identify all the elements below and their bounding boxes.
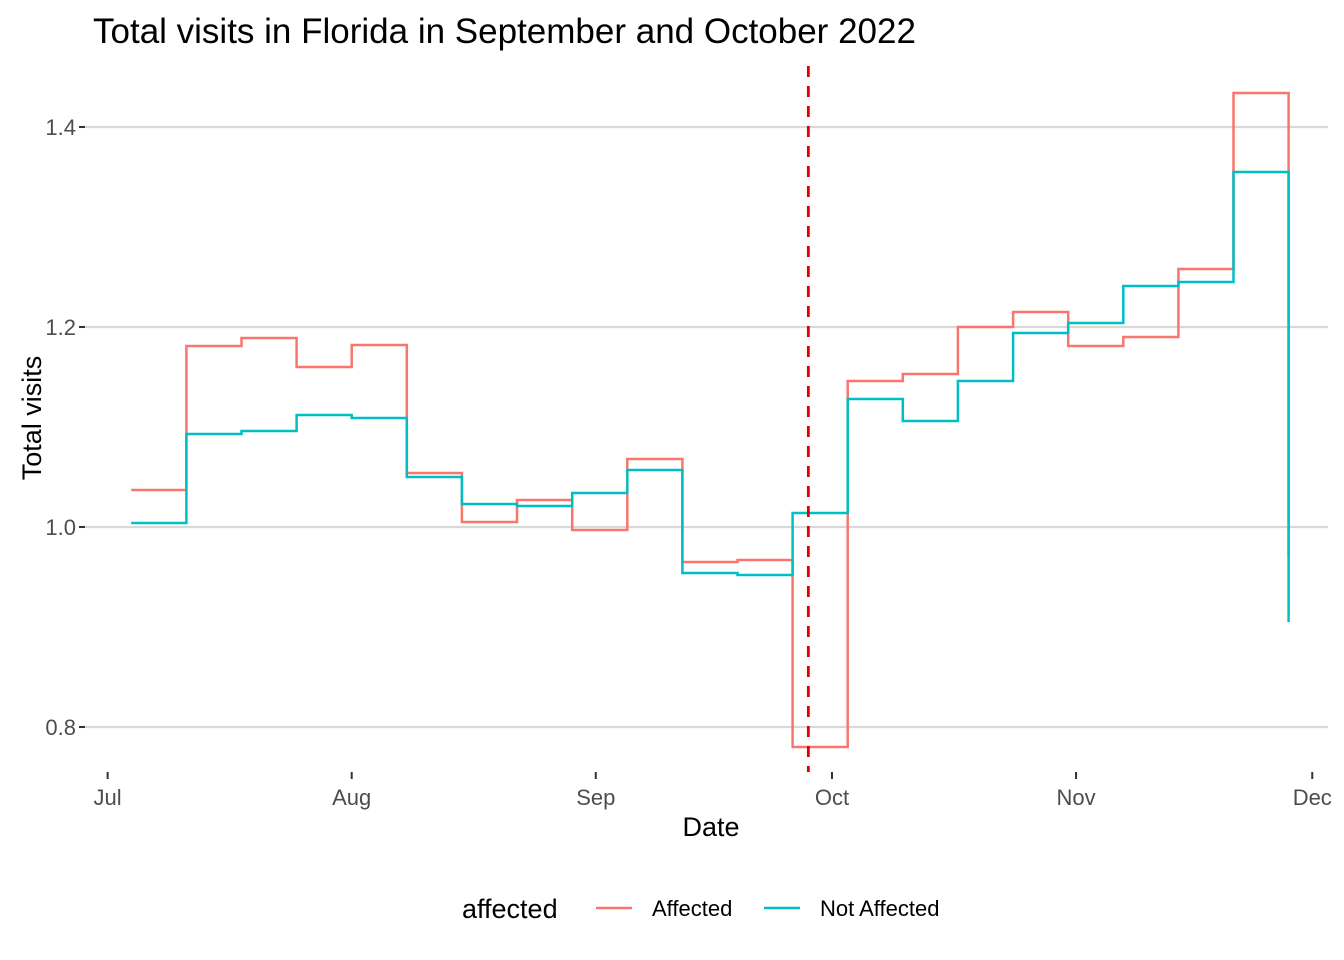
series-layer <box>131 91 1290 749</box>
x-tick-label: Oct <box>815 785 849 810</box>
x-axis-ticks: Jul Aug Sep Oct Nov Dec <box>94 772 1332 810</box>
x-tick-label: Dec <box>1293 785 1332 810</box>
x-tick-label: Sep <box>576 785 615 810</box>
series-line-affected <box>131 91 1290 749</box>
y-tick-label: 1.2 <box>45 315 76 340</box>
y-axis-ticks: 0.8 1.0 1.2 1.4 <box>45 115 85 740</box>
y-tick-label: 0.8 <box>45 715 76 740</box>
x-axis-title: Date <box>682 812 739 842</box>
y-tick-label: 1.0 <box>45 515 76 540</box>
y-tick-label: 1.4 <box>45 115 76 140</box>
y-axis-title: Total visits <box>17 356 47 481</box>
legend: affected Affected Not Affected <box>462 894 939 924</box>
grid-lines <box>84 125 1328 729</box>
x-tick-label: Jul <box>94 785 122 810</box>
legend-label-affected: Affected <box>652 896 732 921</box>
x-tick-label: Nov <box>1056 785 1095 810</box>
legend-label-not-affected: Not Affected <box>820 896 939 921</box>
series-line-not-affected <box>131 170 1290 622</box>
legend-title: affected <box>462 894 558 924</box>
chart-title: Total visits in Florida in September and… <box>93 12 916 51</box>
x-tick-label: Aug <box>332 785 371 810</box>
